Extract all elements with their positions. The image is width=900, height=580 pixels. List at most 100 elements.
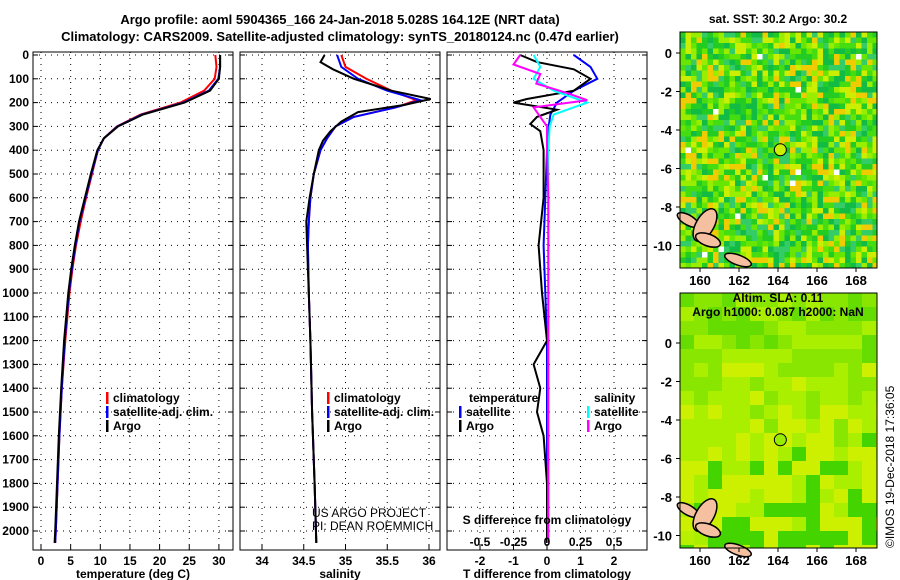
- map-cell: [773, 76, 780, 82]
- map-cell: [806, 81, 813, 88]
- map-cell: [867, 81, 873, 88]
- map-cell: [839, 186, 846, 192]
- map-cell: [729, 263, 736, 268]
- map-cell: [762, 142, 769, 148]
- map-cell: [751, 59, 758, 66]
- map-cell: [713, 153, 719, 159]
- map-cell: [784, 197, 791, 203]
- map-cell: [691, 153, 697, 159]
- map-cell: [685, 131, 692, 137]
- map-cell: [817, 191, 824, 198]
- map-cell: [834, 208, 840, 214]
- map-cell: [680, 293, 695, 308]
- s-axis-label: S difference from climatology: [463, 513, 632, 527]
- map-cell: [762, 43, 769, 49]
- map-cell: [779, 131, 785, 137]
- map-cell: [861, 120, 868, 126]
- map-cell: [680, 191, 686, 198]
- map-cell: [872, 76, 877, 82]
- map-cell: [762, 235, 769, 242]
- map-cell: [773, 70, 780, 77]
- argo-float-marker: [773, 433, 787, 447]
- map-cell: [694, 377, 709, 392]
- map-cell: [817, 120, 824, 126]
- map-cell: [762, 76, 769, 82]
- legend-swatch: [106, 420, 109, 432]
- map-cell: [850, 241, 857, 247]
- map-cell: [724, 142, 730, 148]
- map-cell: [845, 87, 851, 93]
- map-cell: [801, 197, 807, 203]
- map-cell: [784, 98, 791, 104]
- map-cell: [801, 252, 807, 258]
- map-cell: [702, 257, 708, 264]
- map-cell: [736, 335, 751, 350]
- map-cell: [792, 405, 807, 420]
- map-cell: [708, 293, 723, 308]
- map-cell: [746, 131, 752, 137]
- map-cell: [848, 377, 863, 392]
- map-cell: [790, 175, 796, 181]
- map-cell: [845, 241, 851, 247]
- map-cell: [762, 32, 769, 38]
- legend-label: climatology: [334, 391, 401, 405]
- map-cell: [696, 87, 703, 93]
- map-cell: [729, 92, 736, 99]
- map-cell: [834, 186, 840, 192]
- map-cell: [751, 32, 758, 38]
- map-cell: [762, 241, 769, 247]
- map-cell: [735, 81, 741, 88]
- map-cell: [812, 197, 818, 203]
- y-tick-label: 1600: [2, 429, 29, 443]
- map-cell: [779, 235, 785, 242]
- map-cell: [812, 70, 818, 77]
- map-cell: [856, 164, 862, 170]
- map-cell: [685, 202, 692, 209]
- map-cell: [729, 197, 736, 203]
- map-cell: [685, 125, 692, 132]
- map-cell: [757, 43, 763, 49]
- map-cell: [839, 125, 846, 132]
- map-cell: [762, 48, 769, 55]
- map-cell: [768, 219, 774, 225]
- map-cell: [762, 246, 769, 253]
- map-cell: [736, 293, 751, 308]
- map-cell: [751, 235, 758, 242]
- map-cell: [762, 87, 769, 93]
- map-cell: [729, 191, 736, 198]
- map-cell: [848, 447, 863, 462]
- map-cell: [718, 103, 725, 110]
- map-cell: [773, 219, 780, 225]
- map-cell: [872, 32, 877, 38]
- map-cell: [696, 169, 703, 176]
- map-cell: [872, 213, 877, 220]
- map-cell: [823, 246, 829, 253]
- map-cell: [735, 98, 741, 104]
- map-cell: [685, 70, 692, 77]
- map-cell: [691, 120, 697, 126]
- map-cell: [680, 405, 695, 420]
- map-cell: [812, 65, 818, 71]
- map-cell: [718, 230, 725, 236]
- map-cell: [702, 158, 708, 165]
- map-cell: [762, 120, 769, 126]
- map-cell: [746, 87, 752, 93]
- map-cell: [812, 92, 818, 99]
- map-cell: [839, 263, 846, 268]
- map-cell: [834, 98, 840, 104]
- map-cell: [850, 65, 857, 71]
- map-cell: [740, 92, 747, 99]
- map-cell: [850, 70, 857, 77]
- map-cell: [801, 103, 807, 110]
- map-cell: [773, 158, 780, 165]
- map-cell: [779, 59, 785, 66]
- map-cell: [685, 235, 692, 242]
- map-cell: [736, 433, 751, 448]
- map-cell: [795, 169, 802, 176]
- map-cell: [724, 136, 730, 143]
- map-cell: [779, 76, 785, 82]
- x-tick-label: 36: [422, 554, 436, 568]
- map-cell: [718, 208, 725, 214]
- map-cell: [751, 70, 758, 77]
